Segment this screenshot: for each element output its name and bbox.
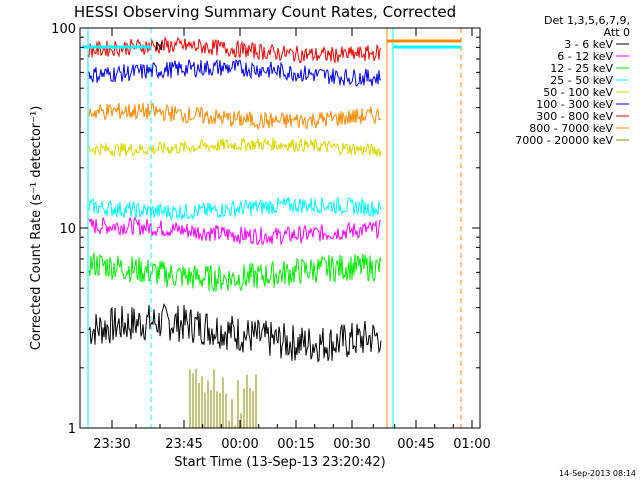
legend-label: 6 - 12 keV bbox=[557, 50, 613, 63]
y-axis: 1 10 100 bbox=[51, 22, 480, 437]
footer-timestamp: 14-Sep-2013 08:14 bbox=[559, 469, 636, 478]
x-tick-label: 00:30 bbox=[333, 437, 370, 452]
y-tick-label: 1 bbox=[68, 422, 76, 437]
legend-label: 100 - 300 keV bbox=[536, 98, 613, 111]
x-tick-label: 23:30 bbox=[93, 437, 130, 452]
series-line bbox=[88, 252, 382, 292]
series-line bbox=[88, 35, 382, 64]
x-tick-label: 00:00 bbox=[221, 437, 258, 452]
legend-header-line1: Det 1,3,5,6,7,9, bbox=[544, 14, 630, 27]
legend-label: 12 - 25 keV bbox=[550, 62, 613, 75]
legend-label: 25 - 50 keV bbox=[550, 74, 613, 87]
legend-label: 800 - 7000 keV bbox=[529, 122, 613, 135]
y-tick-label: 100 bbox=[51, 22, 76, 37]
legend-label: 50 - 100 keV bbox=[543, 86, 613, 99]
series-line bbox=[88, 216, 382, 246]
series-line bbox=[88, 58, 382, 87]
series-line bbox=[88, 196, 382, 221]
series-line bbox=[88, 137, 382, 158]
legend-label: 300 - 800 keV bbox=[536, 110, 613, 123]
y-tick-label: 10 bbox=[59, 222, 76, 237]
x-axis-label: Start Time (13-Sep-13 23:20:42) bbox=[174, 455, 385, 470]
x-tick-label: 00:15 bbox=[277, 437, 314, 452]
y-axis-label: Corrected Count Rate (s⁻¹ detector⁻¹) bbox=[29, 106, 44, 351]
x-axis: 23:30 23:45 00:00 00:15 00:30 00:45 01:00 bbox=[93, 28, 491, 452]
legend-label: 3 - 6 keV bbox=[564, 38, 613, 51]
legend-header-line2: Att 0 bbox=[604, 26, 630, 39]
legend-label: 7000 - 20000 keV bbox=[515, 134, 613, 147]
x-tick-label: 23:45 bbox=[165, 437, 202, 452]
attenuator-label: N bbox=[155, 40, 163, 53]
x-tick-label: 01:00 bbox=[453, 437, 490, 452]
x-tick-label: 00:45 bbox=[397, 437, 434, 452]
series-line bbox=[88, 102, 382, 131]
plot-area: N bbox=[82, 28, 462, 428]
chart-title: HESSI Observing Summary Count Rates, Cor… bbox=[74, 3, 456, 21]
series-line bbox=[189, 368, 260, 428]
series-line bbox=[88, 303, 382, 363]
